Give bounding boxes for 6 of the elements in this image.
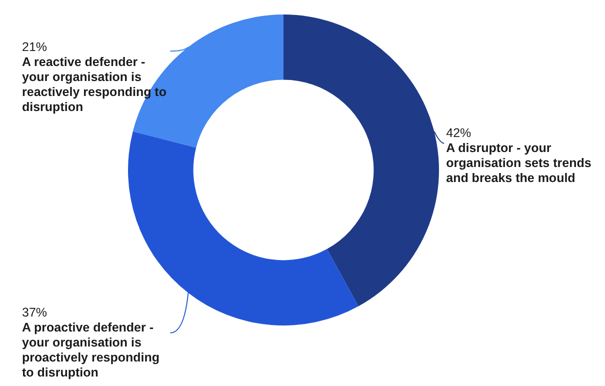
data-label: 42% bbox=[446, 126, 472, 140]
data-label: 21% bbox=[22, 40, 48, 54]
slice-label: A reactive defender - your organisation is reactively responding to disruption bbox=[22, 54, 167, 114]
slice-label: A disruptor - your organisation sets trends and breaks the mould bbox=[446, 141, 592, 186]
slice-label: A proactive defender - your organisation is proactively responding to disruption bbox=[22, 320, 160, 380]
data-label: 37% bbox=[22, 306, 48, 320]
